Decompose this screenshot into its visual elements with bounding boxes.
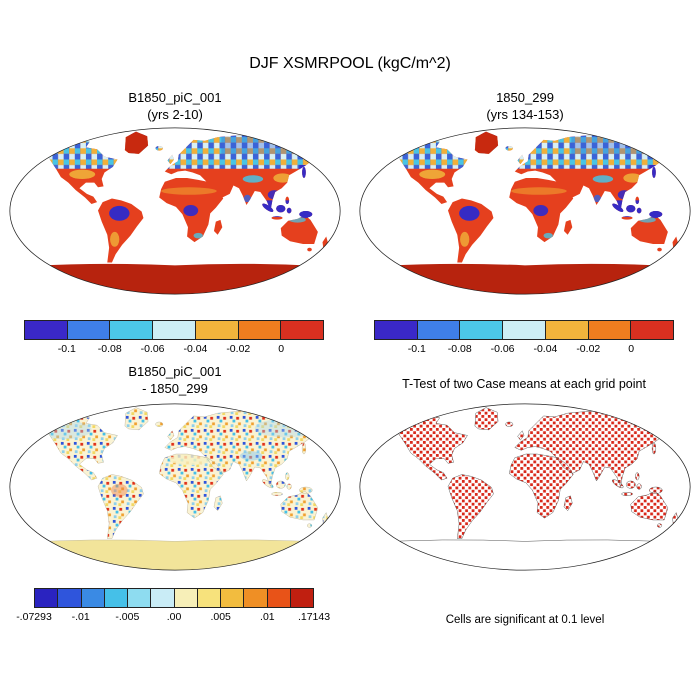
colorbar-segment: [243, 589, 267, 607]
diff-name-line2: - 1850_299: [142, 380, 208, 396]
case1-years: (yrs 2-10): [147, 106, 203, 122]
colorbar-tick-label: -0.06: [140, 343, 165, 355]
colorbar-tick-label: -0.08: [447, 343, 472, 355]
colorbar-tick-label: -.07293: [16, 611, 52, 623]
diff-name-line1: B1850_piC_001: [128, 364, 222, 379]
world-map-svg: [359, 403, 691, 571]
colorbar-segment: [152, 321, 195, 339]
map-difference: [8, 402, 342, 572]
colorbar-tick-label: -.005: [115, 611, 140, 623]
colorbar-tick-label: -0.02: [576, 343, 601, 355]
colorbar-segment: [57, 589, 81, 607]
colorbar-segment: [280, 321, 324, 339]
colorbar-segment: [544, 321, 588, 339]
map-ttest: [358, 402, 692, 572]
colorbar-tick-labels: -0.1 -0.08 -0.06 -0.04 -0.02 0: [24, 343, 324, 357]
figure-title: DJF XSMRPOOL (kgC/m^2): [249, 55, 451, 72]
colorbar-case1: -0.1 -0.08 -0.06 -0.04 -0.02 0: [24, 320, 324, 357]
map-case2: [358, 126, 692, 296]
colorbar-segment: [35, 589, 58, 607]
colorbar-tick-label: -0.02: [226, 343, 251, 355]
colorbar-segment: [80, 589, 104, 607]
colorbar-tick-label: .00: [166, 611, 182, 623]
colorbar-difference: -.07293 -.01 -.005 .00 .005 .01 .17143: [16, 588, 330, 625]
colorbar-tick-label: -0.08: [97, 343, 122, 355]
colorbar-segment: [109, 321, 153, 339]
colorbar-segment: [630, 321, 674, 339]
colorbar-boxes: [24, 320, 324, 340]
case1-name: B1850_piC_001: [128, 90, 222, 105]
colorbar-segment: [150, 589, 174, 607]
case2-name: 1850_299: [496, 90, 554, 105]
world-map-svg: [359, 127, 691, 295]
colorbar-tick-labels: -0.1 -0.08 -0.06 -0.04 -0.02 0: [374, 343, 674, 357]
colorbar-segment: [103, 589, 127, 607]
colorbar-tick-label: -0.04: [533, 343, 558, 355]
colorbar-tick-label: -0.1: [407, 343, 426, 355]
map-case1: [8, 126, 342, 296]
colorbar-tick-label: .005: [210, 611, 231, 623]
colorbar-segment: [289, 589, 313, 607]
colorbar-tick-label: -0.1: [57, 343, 76, 355]
colorbar-segment: [194, 321, 238, 339]
colorbar-segment: [173, 589, 197, 607]
colorbar-segment: [127, 589, 151, 607]
panel-title-bottom-right: T-Test of two Case means at each grid po…: [402, 377, 646, 391]
colorbar-boxes: [374, 320, 674, 340]
colorbar-segment: [220, 589, 244, 607]
colorbar-tick-labels: -.07293 -.01 -.005 .00 .005 .01 .17143: [16, 611, 330, 625]
colorbar-tick-label: .01: [260, 611, 275, 623]
panel-title-top-left: B1850_piC_001 (yrs 2-10): [10, 90, 340, 124]
colorbar-segment: [237, 321, 281, 339]
colorbar-segment: [459, 321, 503, 339]
colorbar-tick-label: .17143: [297, 611, 331, 623]
panel-title-bottom-left: B1850_piC_001 - 1850_299: [10, 364, 340, 398]
significance-caption: Cells are significant at 0.1 level: [445, 614, 605, 626]
colorbar-segment: [25, 321, 67, 339]
colorbar-segment: [416, 321, 460, 339]
colorbar-segment: [266, 589, 290, 607]
world-map-svg: [9, 403, 341, 571]
colorbar-tick-label: 0: [278, 343, 285, 355]
colorbar-tick-label: -.01: [71, 611, 90, 623]
colorbar-segment: [66, 321, 110, 339]
colorbar-segment: [196, 589, 220, 607]
colorbar-tick-label: -0.04: [183, 343, 208, 355]
world-map-svg: [9, 127, 341, 295]
case2-years: (yrs 134-153): [486, 106, 564, 122]
colorbar-segment: [502, 321, 545, 339]
colorbar-tick-label: 0: [628, 343, 635, 355]
colorbar-segment: [375, 321, 417, 339]
colorbar-segment: [587, 321, 631, 339]
panel-title-top-right: 1850_299 (yrs 134-153): [360, 90, 690, 124]
colorbar-case2: -0.1 -0.08 -0.06 -0.04 -0.02 0: [374, 320, 674, 357]
colorbar-tick-label: -0.06: [490, 343, 515, 355]
colorbar-boxes: [34, 588, 314, 608]
